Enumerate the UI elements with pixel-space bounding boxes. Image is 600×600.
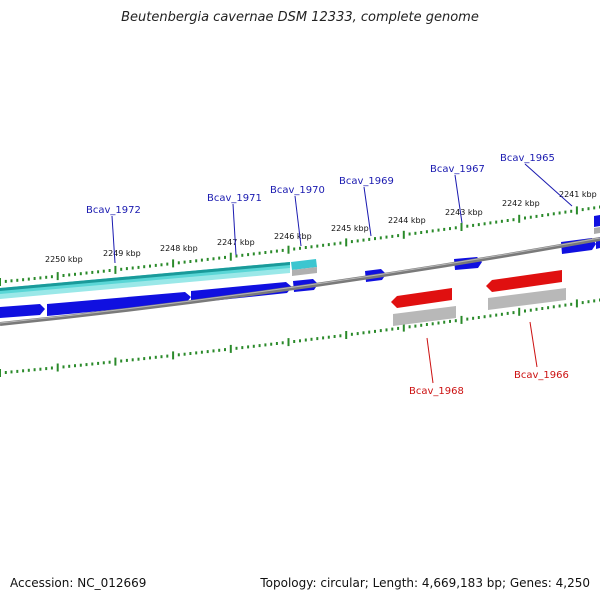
kbp-label-2243: 2243 kbp [445,208,483,217]
leader-line-1966 [529,321,538,368]
genome-backbone-highlight [0,237,600,324]
gene-band-gray-1966 [488,288,566,310]
bottom-gene-labels: Bcav_1968 Bcav_1966 [409,321,569,397]
topology-summary-text: Topology: circular; Length: 4,669,183 bp… [260,576,590,590]
gene-label-bcav-1965[interactable]: Bcav_1965 [500,153,555,164]
gene-label-bcav-1968[interactable]: Bcav_1968 [409,386,464,397]
kbp-label-2244: 2244 kbp [388,216,426,225]
gene-arrow-forward-a[interactable] [0,304,45,318]
gene-label-bcav-1971[interactable]: Bcav_1971 [207,193,262,204]
cds-cyan-segment-dark [0,262,290,291]
gene-label-bcav-1966[interactable]: Bcav_1966 [514,370,569,381]
gene-band-gray-1968 [393,306,456,326]
cds-band-cyan [0,259,317,299]
reverse-genes [391,270,566,326]
gene-arrow-forward-h-gray [594,227,600,234]
kbp-label-2250: 2250 kbp [45,255,83,264]
kbp-label-2246: 2246 kbp [274,232,312,241]
leader-line-1972 [111,215,116,264]
leader-line-1968 [426,337,434,384]
gene-arrow-reverse-1966[interactable] [486,270,562,292]
kbp-label-2241: 2241 kbp [559,190,597,199]
leader-line-1970 [294,195,302,247]
kbp-label-2245: 2245 kbp [331,224,369,233]
gene-label-bcav-1972[interactable]: Bcav_1972 [86,205,141,216]
kbp-label-2249: 2249 kbp [103,249,141,258]
cds-cyan-segment-light [0,268,290,299]
upper-tick-ring [0,205,600,286]
cds-small-cyan [291,259,317,270]
map-title: Beutenbergia cavernae DSM 12333, complet… [121,10,479,25]
kbp-label-2242: 2242 kbp [502,199,540,208]
gene-label-bcav-1967[interactable]: Bcav_1967 [430,164,485,175]
gene-label-bcav-1970[interactable]: Bcav_1970 [270,185,325,196]
gene-label-bcav-1969[interactable]: Bcav_1969 [339,176,394,187]
kbp-label-2247: 2247 kbp [217,238,255,247]
gene-arrow-reverse-1968[interactable] [391,288,452,308]
cds-small-gray [292,267,317,276]
leader-line-1971 [232,203,237,256]
genome-backbone [0,237,600,326]
kbp-label-2248: 2248 kbp [160,244,198,253]
leader-line-1969 [363,186,372,237]
leader-line-1967 [454,174,463,224]
leader-line-1965 [524,163,573,207]
accession-text: Accession: NC_012669 [10,576,147,590]
lower-tick-ring [0,298,600,377]
kbp-label-group: 2250 kbp 2249 kbp 2248 kbp 2247 kbp 2246… [45,190,597,264]
gene-arrow-forward-h[interactable] [594,215,600,227]
top-gene-labels: Bcav_1972 Bcav_1971 Bcav_1970 Bcav_1969 … [86,153,573,264]
gene-arrow-forward-b[interactable] [47,292,191,316]
